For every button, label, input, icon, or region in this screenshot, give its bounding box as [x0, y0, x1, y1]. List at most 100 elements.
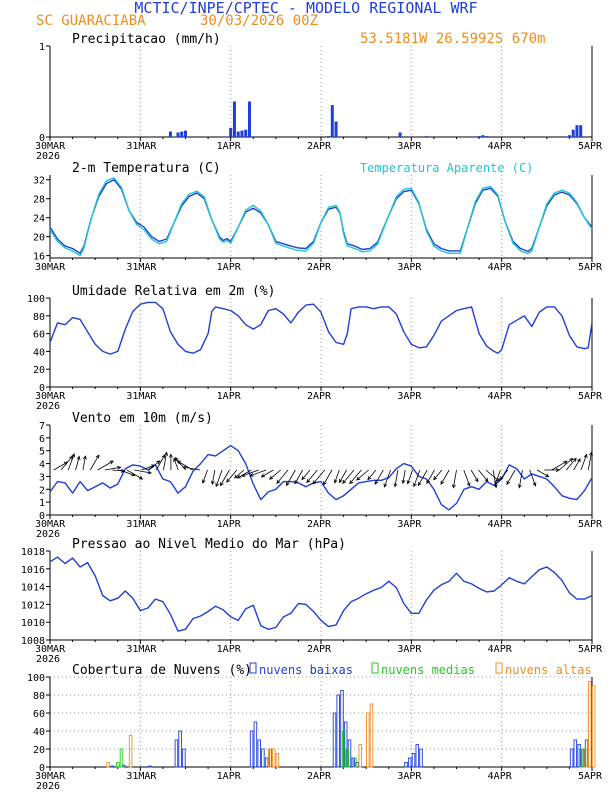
x-tick-label: 31MAR [126, 771, 157, 782]
cloud-bar [275, 753, 280, 768]
wind-arrow [413, 469, 421, 487]
legend-label: Temperatura Aparente (C) [360, 161, 533, 175]
wind-arrow [220, 469, 230, 486]
y-tick-label: 20 [33, 365, 45, 376]
wind-arrow-head [356, 476, 361, 481]
wind-arrow-head [210, 480, 215, 485]
cloud-bar [355, 762, 359, 768]
wind-arrow-head [301, 476, 306, 481]
wind-arrow [536, 469, 549, 478]
y-tick-label: 1014 [21, 583, 45, 594]
cloud-bar [332, 712, 337, 768]
x-year-label: 2026 [36, 654, 60, 665]
wind-arrow-head [401, 479, 406, 485]
wind-arrow [126, 469, 143, 480]
y-tick-label: 60 [33, 330, 45, 341]
wind-arrow-head [269, 475, 274, 480]
wind-arrow-head [120, 468, 126, 473]
wind-arrow [261, 469, 274, 478]
wind-arrow-head [545, 473, 550, 478]
cloud-bar [148, 765, 152, 768]
panel-title: Precipitacao (mm/h) [72, 32, 221, 47]
y-tick-label: 4 [39, 460, 45, 471]
precip-bar [334, 121, 338, 137]
precip-bar [168, 131, 172, 137]
wind-arrow [566, 458, 577, 471]
y-tick-label: 1010 [21, 618, 45, 629]
wind-arrow-head [589, 451, 593, 456]
x-tick-label: 31MAR [126, 519, 157, 530]
panel-title: Cobertura de Nuvens (%) [72, 663, 252, 678]
x-tick-label: 4APR [488, 262, 513, 273]
precip-bar [579, 125, 583, 137]
cloud-bar [345, 748, 350, 768]
x-tick-label: 1APR [217, 262, 242, 273]
y-tick-label: 5 [39, 447, 45, 458]
y-tick-label: 0 [39, 133, 45, 144]
x-tick-label: 31MAR [126, 262, 157, 273]
y-tick-label: 3 [39, 472, 45, 483]
x-tick-label: 5APR [578, 262, 603, 273]
cloud-bar [336, 694, 340, 768]
wind-arrow-head [260, 473, 266, 478]
wind-arrow [374, 469, 384, 485]
wind-arrow-head [563, 460, 568, 465]
wind-arrow-head [452, 484, 456, 489]
y-tick-label: 0 [39, 383, 45, 394]
y-tick-label: 100 [27, 294, 45, 305]
cloud-bar [268, 748, 272, 768]
series-line [49, 177, 593, 257]
y-tick-label: 20 [33, 745, 45, 756]
x-year-label: 2026 [36, 529, 60, 540]
precip-bar [477, 136, 481, 137]
precip-bar [180, 131, 184, 137]
cloud-bar [578, 748, 583, 768]
wind-arrow-head [569, 458, 574, 462]
cloud-bar [257, 739, 261, 768]
panel-clouds: 0 20 40 60 80 100 30MAR 31MAR 1APR 2APR 3APR 4APR 5A… [27, 662, 603, 792]
wind-arrow-head [506, 480, 511, 485]
wind-arrow [119, 469, 135, 476]
legend-swatch [371, 662, 379, 674]
cloud-bar [591, 685, 596, 768]
x-tick-label: 3APR [397, 141, 422, 152]
y-tick-label: 80 [33, 691, 45, 702]
wind-arrow [173, 458, 179, 471]
x-tick-label: 4APR [488, 519, 513, 530]
x-tick-label: 3APR [397, 519, 422, 530]
wind-arrow-head [220, 481, 224, 487]
precip-bar [481, 135, 485, 137]
wind-arrow-head [176, 460, 181, 465]
cloud-bar [411, 753, 416, 768]
precip-bar [240, 130, 244, 137]
wind-arrow [97, 460, 114, 471]
cloud-bar [116, 762, 120, 768]
wind-arrow [312, 469, 326, 485]
wind-arrow [356, 469, 369, 481]
cloud-bar [249, 730, 254, 768]
wind-arrow [294, 469, 304, 484]
wind-arrow [104, 466, 121, 471]
wind-arrow [339, 469, 347, 483]
x-tick-label: 5APR [578, 519, 603, 530]
wind-arrow-head [234, 474, 239, 479]
wind-arrow [587, 452, 592, 471]
x-tick-label: 2APR [307, 391, 332, 402]
cloud-bar [588, 681, 592, 768]
cloud-bar [341, 730, 346, 768]
wind-arrow-head [342, 479, 347, 484]
precip-bar [575, 125, 579, 137]
wind-arrow [183, 466, 201, 471]
wind-arrow-head [236, 474, 242, 479]
wind-arrow-head [532, 482, 537, 487]
x-tick-label: 2APR [307, 262, 332, 273]
wind-arrow [558, 458, 573, 471]
wind-arrow-head [583, 453, 588, 459]
cloud-bar [110, 765, 115, 768]
wind-arrow [492, 469, 497, 488]
precip-bar [247, 101, 251, 137]
wind-arrow [226, 469, 238, 483]
y-tick-label: 1016 [21, 565, 45, 576]
x-year-label: 2026 [36, 401, 60, 412]
